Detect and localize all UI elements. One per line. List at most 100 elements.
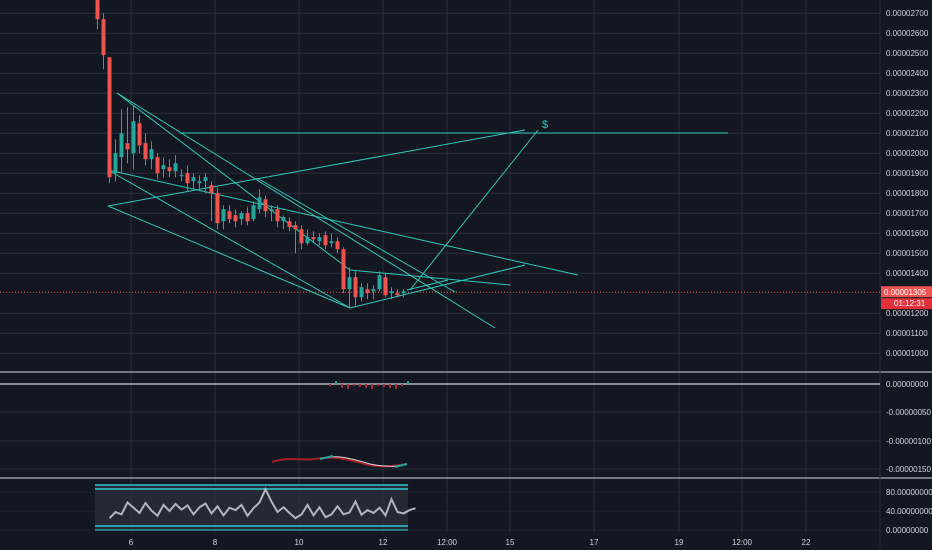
histogram-bar	[389, 384, 391, 388]
candle-body	[131, 121, 136, 154]
trendline	[256, 177, 456, 293]
histogram-bar	[329, 384, 331, 386]
candle-body	[209, 185, 214, 194]
candle-body	[353, 277, 358, 298]
price-tick-label: 0.00002000	[886, 149, 929, 158]
time-tick-label: 17	[590, 538, 599, 547]
candle-body	[197, 181, 202, 184]
price-tick-label: 0.00001000	[886, 349, 929, 358]
oscillator-tick-label: -0.00000150	[886, 465, 931, 474]
candle-body	[155, 157, 160, 174]
current-price-label: 0.00001305	[884, 288, 927, 297]
candle-body	[245, 213, 250, 222]
time-tick-label: 19	[675, 538, 684, 547]
price-tick-label: 0.00002100	[886, 129, 929, 138]
price-tick-label: 0.00001600	[886, 229, 929, 238]
trendline	[116, 92, 351, 271]
countdown-badge	[881, 298, 932, 310]
time-tick-label: 15	[506, 538, 515, 547]
candle-body	[269, 209, 274, 212]
price-tick-label: 0.00002300	[886, 89, 929, 98]
candle-body	[149, 149, 154, 160]
candle-body	[389, 291, 394, 294]
price-tick-label: 0.00001700	[886, 209, 929, 218]
candle-body	[239, 213, 244, 220]
time-tick-label: 6	[129, 538, 134, 547]
candle-body	[143, 143, 148, 160]
candle-body	[185, 173, 190, 184]
trendline-drawings[interactable]: $	[107, 92, 728, 329]
candle-body	[281, 217, 286, 222]
price-tick-label: 0.00001800	[886, 189, 929, 198]
price-tick-label: 0.00001900	[886, 169, 929, 178]
candle-body	[341, 249, 346, 290]
time-tick-label: 10	[295, 538, 304, 547]
histogram-bar	[341, 384, 343, 388]
candle-body	[161, 165, 166, 170]
candle-body	[227, 211, 232, 220]
trendline	[107, 129, 526, 207]
rsi-band	[95, 485, 408, 530]
candle-body	[293, 225, 298, 230]
candle-body	[251, 205, 256, 220]
candle-body	[173, 163, 178, 172]
price-tick-label: 0.00001200	[886, 309, 929, 318]
rsi-tick-label: 0.00000000	[886, 526, 929, 535]
price-tick-label: 0.00002200	[886, 109, 929, 118]
candle-body	[317, 237, 322, 242]
time-tick-label: 22	[802, 538, 811, 547]
candle-body	[365, 289, 370, 294]
price-tick-label: 0.00001500	[886, 249, 929, 258]
histogram-bar	[407, 381, 409, 384]
price-tick-label: 0.00002400	[886, 69, 929, 78]
price-tick-label: 0.00001400	[886, 269, 929, 278]
histogram-bar	[371, 384, 373, 389]
histogram-bar	[353, 384, 355, 386]
histogram-bar	[383, 384, 385, 387]
candle-body	[179, 175, 184, 177]
oscillator-tick-label: -0.00000050	[886, 408, 931, 417]
trendline	[349, 264, 526, 309]
histogram-bar	[401, 384, 403, 386]
candle-body	[101, 19, 106, 56]
oscillator-tick-label: -0.00000100	[886, 437, 931, 446]
current-price-badge	[881, 286, 932, 298]
trendline	[406, 279, 449, 291]
histogram-bar	[347, 384, 349, 389]
time-tick-label: 8	[213, 538, 218, 547]
candlestick-series	[95, 0, 406, 308]
trendline	[349, 269, 511, 286]
price-tick-label: 0.00001100	[886, 329, 928, 338]
candle-body	[221, 209, 226, 222]
candle-body	[191, 177, 196, 182]
candle-body	[359, 287, 364, 298]
trendline	[116, 92, 496, 329]
candle-body	[377, 275, 382, 290]
time-tick-label: 12:00	[732, 538, 753, 547]
price-tick-label: 0.00002600	[886, 29, 929, 38]
rsi-tick-label: 80.00000000	[886, 488, 932, 497]
candle-body	[395, 293, 400, 296]
countdown-label: 01:12:31	[894, 299, 926, 308]
candle-body	[371, 289, 376, 292]
macd-cross-up	[319, 455, 408, 468]
candle-body	[275, 209, 280, 222]
price-tick-label: 0.00002700	[886, 9, 929, 18]
candle-body	[137, 123, 142, 146]
candle-body	[257, 197, 262, 210]
trendline	[107, 169, 579, 276]
time-tick-label: 12	[379, 538, 388, 547]
rsi-tick-label: 40.00000000	[886, 507, 932, 516]
candle-body	[167, 167, 172, 172]
candle-body	[233, 215, 238, 222]
candle-body	[113, 153, 118, 174]
candle-body	[125, 143, 130, 150]
rsi-line	[108, 486, 416, 520]
trendline	[107, 169, 351, 309]
candle-body	[95, 0, 100, 20]
candle-body	[119, 133, 124, 158]
candle-body	[323, 235, 328, 246]
